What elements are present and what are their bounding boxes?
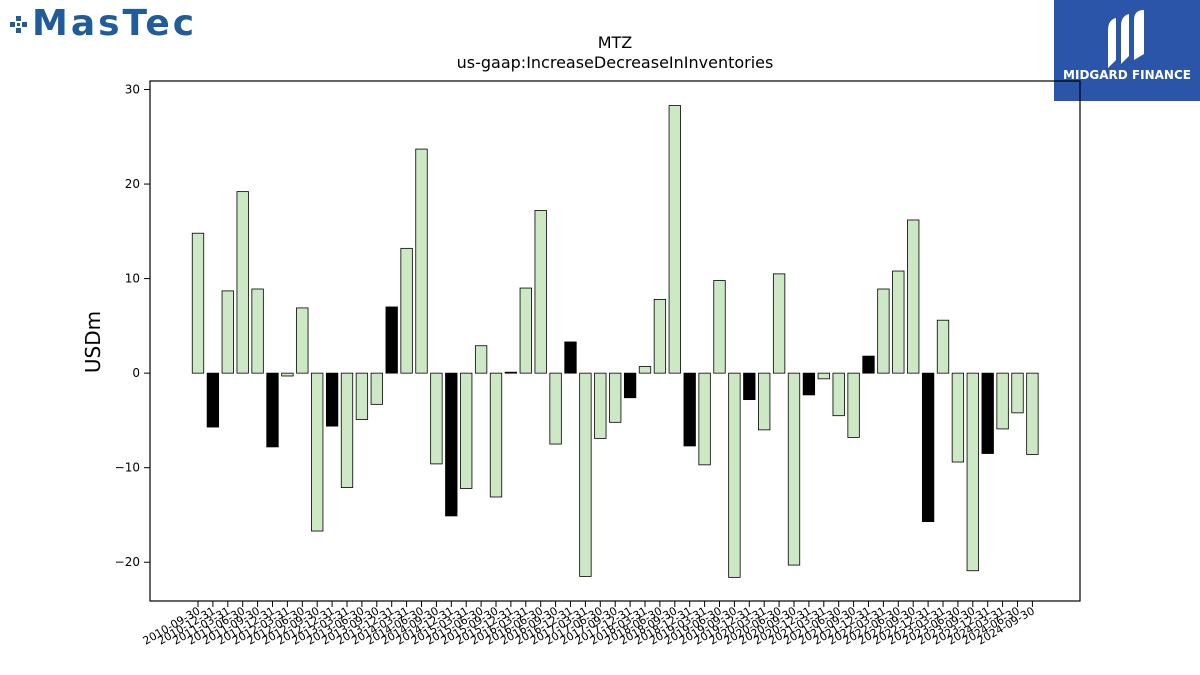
bar-2017-06-30 xyxy=(594,372,607,439)
y-tick-label: 10 xyxy=(125,272,140,286)
x-axis-ticks: 2010-09-302010-12-312011-03-312011-06-30… xyxy=(141,601,1037,648)
bar-2024-06-30 xyxy=(1011,372,1024,414)
stylized-m-icon xyxy=(1108,10,1144,68)
bar-2019-03-31 xyxy=(698,372,711,466)
bar-2022-09-30 xyxy=(907,219,920,374)
bar-2024-09-30 xyxy=(1026,372,1039,455)
mastec-logo-text: MasTec xyxy=(32,3,198,44)
bar-2020-12-31 xyxy=(802,372,816,396)
bar-2021-03-31 xyxy=(817,372,830,380)
bar-2020-09-30 xyxy=(787,372,801,566)
bar-2018-12-31 xyxy=(683,372,696,447)
midgard-finance-logo: MIDGARD FINANCE xyxy=(1054,0,1200,101)
bar-2013-06-30 xyxy=(355,372,369,420)
bar-2011-03-31 xyxy=(221,290,234,374)
y-tick-label: 20 xyxy=(125,177,140,191)
bar-2016-03-31 xyxy=(519,287,532,374)
bar-2021-09-30 xyxy=(847,372,860,438)
chart-title: MTZ xyxy=(598,33,633,52)
bar-2023-09-30 xyxy=(966,372,979,572)
bar-2016-09-30 xyxy=(549,372,562,445)
bar-2021-06-30 xyxy=(832,372,845,417)
bar-2010-12-31 xyxy=(206,372,220,428)
y-tick-label: 30 xyxy=(125,83,140,97)
bar-2019-09-30 xyxy=(728,372,741,578)
bar-2014-06-30 xyxy=(415,148,428,374)
chart-subtitle: us-gaap:IncreaseDecreaseInInventories xyxy=(457,53,774,72)
bar-2020-03-31 xyxy=(758,372,771,431)
bar-2015-09-30 xyxy=(489,372,503,498)
bar-2016-06-30 xyxy=(534,210,547,374)
y-tick-label: −20 xyxy=(115,555,140,569)
bar-2012-12-31 xyxy=(325,372,339,427)
bar-2010-09-30 xyxy=(191,232,205,374)
bar-2012-06-30 xyxy=(296,307,309,374)
bar-2011-06-30 xyxy=(236,191,249,374)
bar-2019-06-30 xyxy=(713,280,726,374)
bar-2023-06-30 xyxy=(951,372,965,463)
bar-2013-09-30 xyxy=(370,372,383,405)
mastec-logo: MasTec xyxy=(8,2,197,46)
bar-2014-12-31 xyxy=(445,372,458,517)
bar-2013-03-31 xyxy=(340,372,354,488)
bar-2017-09-30 xyxy=(609,372,622,423)
y-tick-label: 0 xyxy=(132,366,140,380)
bar-2011-09-30 xyxy=(251,288,264,374)
bar-2018-09-30 xyxy=(668,105,681,374)
bar-2021-12-31 xyxy=(862,355,875,374)
bar-2023-12-31 xyxy=(981,372,994,454)
bar-2020-06-30 xyxy=(772,273,786,374)
bar-2019-12-31 xyxy=(743,372,756,401)
bar-2017-03-31 xyxy=(579,372,592,577)
bar-2024-03-31 xyxy=(996,372,1009,430)
bar-2022-06-30 xyxy=(892,270,905,374)
bar-2018-03-31 xyxy=(638,366,652,374)
y-axis-ticks: −20 −10 0 10 20 30 xyxy=(115,83,150,569)
bar-2023-03-31 xyxy=(936,319,950,374)
y-tick-label: −10 xyxy=(115,461,140,475)
bar-2015-03-31 xyxy=(460,372,473,489)
bar-2022-12-31 xyxy=(921,372,935,522)
bar-2015-06-30 xyxy=(474,345,488,374)
bar-2015-12-31 xyxy=(504,371,518,374)
bar-2017-12-31 xyxy=(623,372,637,399)
bar-2012-03-31 xyxy=(281,372,294,377)
bar-2016-12-31 xyxy=(564,341,577,374)
pixel-squares-icon xyxy=(10,16,27,33)
bar-2014-03-31 xyxy=(400,247,413,374)
bar-2011-12-31 xyxy=(266,372,279,448)
plot-frame xyxy=(149,80,1081,602)
midgard-finance-text: MIDGARD FINANCE xyxy=(1063,68,1191,82)
bar-2018-06-30 xyxy=(653,298,667,374)
bar-2014-09-30 xyxy=(430,372,443,465)
y-axis-label: USDm xyxy=(81,311,105,373)
bars-group xyxy=(191,105,1039,578)
bar-2012-09-30 xyxy=(311,372,324,532)
bar-2013-12-31 xyxy=(385,306,398,374)
bar-2022-03-31 xyxy=(877,288,890,374)
